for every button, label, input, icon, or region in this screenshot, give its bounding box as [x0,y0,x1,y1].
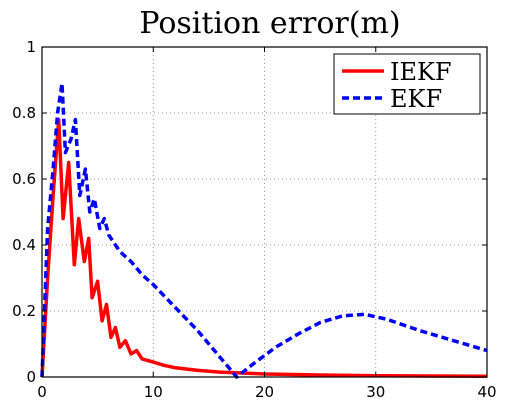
x-tick-label-0: 0 [37,383,47,401]
x-tick-label-4: 40 [477,383,496,401]
y-tick-label-4: 0.8 [12,104,36,122]
y-tick-label-1: 0.2 [12,302,36,320]
axis-frame [41,46,488,378]
y-tick-label-5: 1 [26,38,36,56]
y-tick-label-3: 0.6 [12,170,36,188]
y-tick-label-2: 0.4 [12,236,36,254]
legend-label-ekf: EKF [390,85,442,113]
series-layer [40,81,488,379]
y-tick-label-0: 0 [26,368,36,386]
legend-box [333,53,481,115]
x-tick-label-2: 20 [255,383,274,401]
chart-title: Position error(m) [139,6,400,41]
x-tick-label-3: 30 [366,383,385,401]
x-tick-label-1: 10 [144,383,163,401]
tick-labels: 0 10 20 30 40 0 0.2 0.4 0.6 0.8 1 [12,38,496,401]
series-line-iekf [40,117,488,379]
legend-label-iekf: IEKF [390,58,452,86]
series-line-ekf [40,81,488,379]
